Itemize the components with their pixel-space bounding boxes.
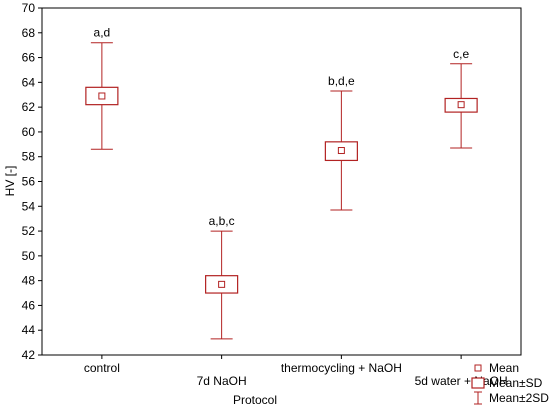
y-tick-label: 58 [22,150,36,164]
x-tick-label: 7d NaOH [197,374,247,388]
x-axis-title: Protocol [233,393,277,407]
legend-label: Mean±2SD [489,391,549,405]
y-tick-label: 44 [22,323,36,337]
group-annotation: c,e [453,47,469,61]
y-tick-label: 70 [22,1,36,15]
axes [41,7,522,356]
box-2: a,b,c [205,214,239,340]
y-tick-label: 66 [22,51,36,65]
x-tick-label: thermocycling + NaOH [281,361,402,375]
y-axis-ticks: 42 44 46 48 50 52 54 56 58 60 62 64 66 68 70 [22,1,42,362]
legend-label: Mean [489,361,519,375]
y-tick-label: 60 [22,125,36,139]
box-4: c,e [444,47,478,149]
group-annotation: a,d [94,26,111,40]
y-tick-label: 50 [22,249,36,263]
y-tick-label: 48 [22,274,36,288]
x-tick-label: control [84,361,120,375]
mean-marker [218,280,226,288]
legend-label: Mean±SD [489,376,543,390]
y-tick-label: 62 [22,100,36,114]
group-annotation: b,d,e [328,74,355,88]
box-1: a,d [85,26,119,150]
box-3: b,d,e [324,74,358,211]
group-annotation: a,b,c [209,214,235,228]
mean-marker [98,92,106,100]
y-axis-title: HV [-] [3,166,17,197]
legend-item: Mean±2SD [474,391,549,405]
plot-frame [41,7,522,356]
legend-box-symbol [471,377,485,389]
y-tick-label: 64 [22,75,36,89]
box-series: a,d a,b,c b,d,e c,e [85,26,478,340]
mean-marker [337,147,345,155]
y-tick-label: 54 [22,199,36,213]
y-tick-label: 52 [22,224,36,238]
mean-marker [457,101,465,109]
y-tick-label: 42 [22,348,36,362]
legend-item: Mean [474,361,519,375]
legend-item: Mean±SD [471,376,543,390]
legend-mean-symbol [474,364,482,372]
y-tick-label: 56 [22,175,36,189]
y-tick-label: 68 [22,26,36,40]
y-tick-label: 46 [22,298,36,312]
